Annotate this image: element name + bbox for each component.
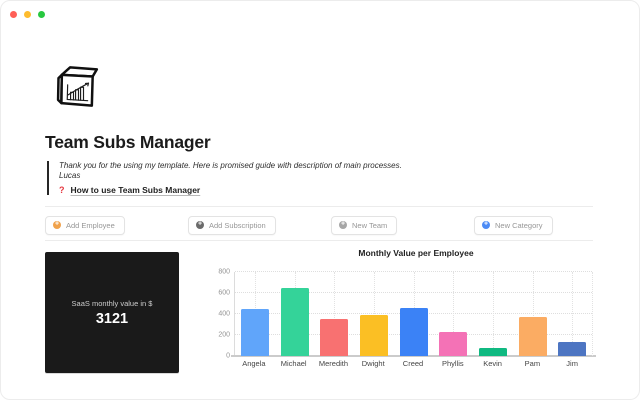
chart-plot-area: 0 200 400 600 800 <box>218 269 596 360</box>
gridline-y-800 <box>235 271 592 272</box>
action-button-new-team[interactable]: New Team <box>331 215 398 235</box>
bar-angela[interactable] <box>240 308 269 356</box>
gridline-x <box>453 272 455 356</box>
cube-chart-icon <box>56 66 99 107</box>
x-axis-labels: Angela Michael Meredith Dwight Creed Phyllis K… <box>234 359 592 368</box>
gridline-x <box>334 272 336 356</box>
action-button-label: New Team <box>352 220 388 230</box>
y-tick-label: 400 <box>218 310 230 318</box>
bar-dwight[interactable] <box>359 315 388 356</box>
plus-circle-icon <box>482 221 490 229</box>
action-button-new-category[interactable]: New Category <box>474 215 553 235</box>
action-button-add-employee[interactable]: Add Employee <box>45 215 125 235</box>
action-button-label: Add Subscription <box>209 220 266 230</box>
bar-jim[interactable] <box>558 342 587 356</box>
guide-page-link[interactable]: How to use Team Subs Manager <box>70 185 201 195</box>
plus-circle-icon <box>196 221 204 229</box>
bar-kevin[interactable] <box>478 347 507 356</box>
divider <box>45 206 593 207</box>
plus-circle-icon <box>53 221 61 229</box>
x-tick-label-jim: Jim <box>566 359 578 368</box>
quote-block: Thank you for the using my template. Her… <box>47 161 587 195</box>
bar-creed[interactable] <box>399 307 428 356</box>
quote-line-2: Lucas <box>59 171 81 180</box>
question-mark-icon: ? <box>59 185 65 195</box>
quote-line-1: Thank you for the using my template. Her… <box>59 161 402 170</box>
x-tick-label-phyllis: Phyllis <box>441 359 464 368</box>
gridline-x <box>532 272 534 356</box>
x-tick-label-kevin: Kevin <box>483 359 502 368</box>
bar-michael[interactable] <box>280 288 309 356</box>
x-tick-label-meredith: Meredith <box>318 359 349 368</box>
action-buttons: Add Employee Add Subscription New Team New … <box>45 213 617 235</box>
action-button-add-subscription[interactable]: Add Subscription <box>188 215 276 235</box>
bar-pam[interactable] <box>518 317 547 356</box>
gridline-x <box>373 272 375 356</box>
action-button-label: New Category <box>495 220 543 230</box>
kpi-card: SaaS monthly value in $ 3121 <box>45 252 179 373</box>
bars <box>235 272 592 356</box>
page-icon-cube-chart[interactable] <box>51 62 101 111</box>
y-tick-label: 600 <box>218 289 230 297</box>
bar-phyllis[interactable] <box>439 331 468 356</box>
bar-chart: Monthly Value per Employee 0 200 400 600 800… <box>218 244 613 379</box>
x-tick-label-dwight: Dwight <box>361 359 385 368</box>
x-tick-label-pam: Pam <box>524 359 541 368</box>
y-tick-label: 800 <box>218 268 230 276</box>
close-button[interactable] <box>10 11 17 18</box>
action-button-label: Add Employee <box>66 220 115 230</box>
gridline-x <box>572 272 574 356</box>
plus-circle-icon <box>339 221 347 229</box>
y-tick-label: 0 <box>226 352 230 360</box>
guide-row: ? How to use Team Subs Manager <box>59 185 587 195</box>
x-tick-label-angela: Angela <box>242 359 266 368</box>
x-tick-label-michael: Michael <box>280 359 307 368</box>
kpi-label: SaaS monthly value in $ <box>71 298 153 308</box>
traffic-lights <box>10 11 45 18</box>
zoom-button[interactable] <box>38 11 45 18</box>
chart-title: Monthly Value per Employee <box>358 248 474 258</box>
gridline-x <box>492 272 494 356</box>
x-axis-line <box>231 355 596 357</box>
x-tick-label-creed: Creed <box>402 359 424 368</box>
gridline-x-right <box>592 272 593 356</box>
y-tick-label: 200 <box>218 331 230 339</box>
divider <box>45 240 593 241</box>
page-title: Team Subs Manager <box>45 132 211 152</box>
kpi-value: 3121 <box>95 310 129 327</box>
bar-meredith[interactable] <box>320 318 349 356</box>
minimize-button[interactable] <box>24 11 31 18</box>
